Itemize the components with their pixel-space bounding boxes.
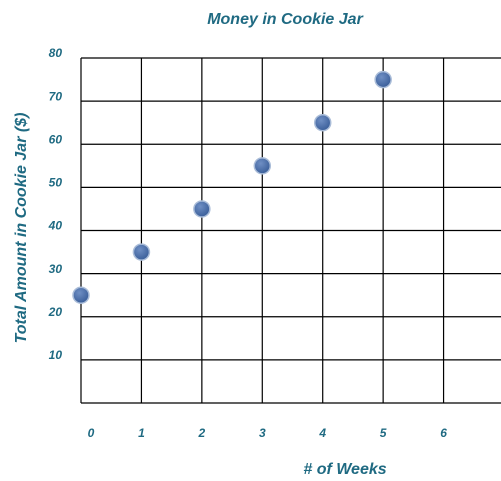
x-tick-label: 6	[440, 426, 447, 440]
x-tick-label: 1	[138, 426, 145, 440]
x-tick-label: 0	[88, 426, 95, 440]
point	[72, 286, 90, 304]
point	[253, 157, 272, 175]
x-tick-label: 5	[380, 426, 387, 440]
y-tick-label: 60	[49, 132, 63, 146]
y-tick-label: 10	[49, 348, 63, 362]
x-axis-label: # of Weeks	[303, 461, 386, 478]
chart-title: Money in Cookie Jar	[207, 11, 363, 28]
x-tick-label: 3	[259, 426, 266, 440]
point	[313, 113, 332, 132]
y-tick-label: 80	[49, 46, 63, 60]
point	[193, 200, 211, 218]
x-tick-label: 2	[198, 426, 206, 440]
point	[132, 243, 151, 261]
x-tick-label: 4	[318, 426, 326, 440]
y-tick-label: 20	[48, 305, 63, 319]
y-axis-label: Total Amount in Cookie Jar ($)	[13, 113, 30, 344]
y-tick-label: 70	[49, 89, 63, 103]
point	[374, 70, 392, 89]
y-tick-label: 40	[48, 219, 63, 233]
y-tick-label: 30	[49, 262, 63, 276]
y-tick-label: 50	[49, 176, 63, 190]
